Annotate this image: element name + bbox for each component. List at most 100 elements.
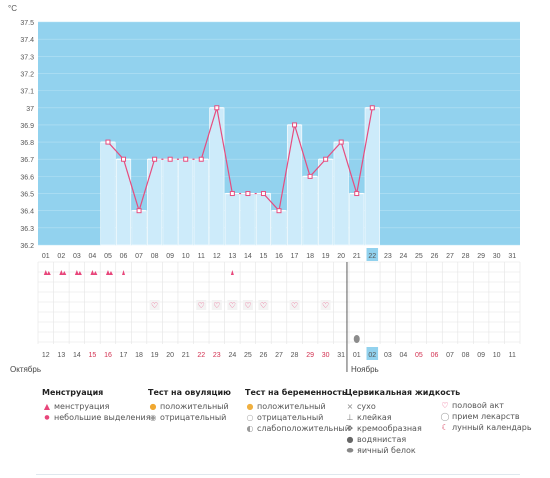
legend-item-medication: ◯ прием лекарств <box>440 411 532 422</box>
day-label: 21 <box>353 253 361 260</box>
legend-item-egg-white: ⬬ яичный белок <box>345 445 460 456</box>
small-discharge-icon <box>230 270 234 275</box>
day-label: 01 <box>42 253 50 260</box>
temperature-point <box>245 191 251 197</box>
calendar-date-label: 22 <box>197 352 205 359</box>
legend-label: лунный календарь <box>452 423 532 432</box>
temperature-bar <box>240 193 256 246</box>
legend-label: положительный <box>160 402 229 411</box>
creamy-icon: ❖ <box>346 424 354 433</box>
day-label: 26 <box>431 253 439 260</box>
temperature-point <box>214 105 220 111</box>
intercourse-cell <box>211 300 222 310</box>
calendar-date-label: 05 <box>415 352 423 359</box>
small-discharge-icon <box>122 270 126 275</box>
day-label: 04 <box>89 253 97 260</box>
y-tick-label: 37.5 <box>20 20 34 27</box>
calendar-date-label: 30 <box>322 352 330 359</box>
heart-icon: ♡ <box>213 301 220 310</box>
calendar-date-label: 01 <box>353 352 361 359</box>
y-tick-label: 36.3 <box>20 226 34 233</box>
legend-label: половой акт <box>452 401 504 410</box>
temperature-bar <box>193 158 209 246</box>
moon-icon: ☾ <box>441 423 449 432</box>
temperature-bar <box>131 210 147 246</box>
calendar-date-label: 24 <box>228 352 236 359</box>
menstruation-drop-icon <box>74 270 79 275</box>
day-label: 13 <box>228 253 236 260</box>
calendar-date-label: 17 <box>120 352 128 359</box>
temperature-bar <box>349 193 365 246</box>
legend-cervical-title: Цервикальная жидкость <box>345 388 461 397</box>
day-label: 09 <box>166 253 174 260</box>
intercourse-cell <box>149 300 160 310</box>
sticky-icon: ⊥ <box>346 413 354 422</box>
y-tick-label: 36.9 <box>20 123 34 130</box>
temperature-bar <box>364 107 380 246</box>
day-label: 06 <box>120 253 128 260</box>
calendar-date-label: 15 <box>89 352 97 359</box>
calendar-date-label: 16 <box>104 352 112 359</box>
calendar-date-label: 26 <box>260 352 268 359</box>
month-label-left: Октябрь <box>10 365 41 374</box>
day-label: 23 <box>384 253 392 260</box>
temperature-point <box>183 156 189 162</box>
footer-divider <box>36 474 520 475</box>
temperature-point <box>105 139 111 145</box>
y-tick-label: 37.1 <box>20 89 34 96</box>
legend-ovulation: Тест на овуляцию ● положительный ◉ отрицат… <box>148 388 231 423</box>
legend-menstruation-title: Менструация <box>42 388 104 397</box>
menstruation-drop-icon <box>93 271 98 275</box>
month-label-right: Ноябрь <box>351 365 379 374</box>
day-label: 02 <box>57 253 65 260</box>
legend-item-small-discharge: ● небольшие выделения <box>42 412 150 423</box>
legend-pregnancy-title: Тест на беременность <box>245 388 347 397</box>
temperature-point <box>292 122 298 128</box>
temperature-bar <box>115 158 132 246</box>
menstruation-drop-icon <box>77 271 82 275</box>
calendar-date-label: 20 <box>166 352 174 359</box>
menstruation-drop-icon <box>43 270 48 275</box>
calendar-date-label: 10 <box>493 352 501 359</box>
calendar-date-label: 06 <box>431 352 439 359</box>
day-label: 27 <box>446 253 454 260</box>
day-label: 05 <box>104 253 112 260</box>
watery-icon: ● <box>346 435 354 444</box>
temperature-point <box>136 208 142 214</box>
calendar-date-label: 31 <box>337 352 345 359</box>
heart-icon: ♡ <box>291 301 298 310</box>
legend-item-pregnancy-positive: ● положительный <box>245 401 350 412</box>
temperature-bar <box>178 158 194 246</box>
intercourse-cell <box>242 300 253 310</box>
legend-label: менструация <box>54 402 110 411</box>
legend-item-pregnancy-negative: ○ отрицательный <box>245 412 350 423</box>
legend-label: яичный белок <box>357 446 416 455</box>
calendar-date-label: 21 <box>182 352 190 359</box>
calendar-date-label: 29 <box>306 352 314 359</box>
pill-icon: ◯ <box>440 412 450 421</box>
temperature-point <box>338 139 344 145</box>
heart-icon: ♡ <box>441 401 449 410</box>
drop-icon: ▲ <box>43 402 51 411</box>
intercourse-cell <box>227 300 238 310</box>
day-label: 24 <box>399 253 407 260</box>
heart-icon: ♡ <box>322 301 329 310</box>
menstruation-drop-icon <box>108 271 113 275</box>
heart-icon: ♡ <box>260 301 267 310</box>
legend-other: ♡ половой акт ◯ прием лекарств ☾ лунный кал… <box>440 400 532 433</box>
legend-item-ovulation-negative: ◉ отрицательный <box>148 412 231 423</box>
intercourse-cell <box>258 300 269 310</box>
day-label: 10 <box>182 253 190 260</box>
calendar-date-label: 18 <box>135 352 143 359</box>
temperature-point <box>260 191 266 197</box>
legend-item-moon: ☾ лунный календарь <box>440 422 532 433</box>
legend-item-intercourse: ♡ половой акт <box>440 400 532 411</box>
y-unit-label: °C <box>8 4 17 13</box>
test-negative-icon: ○ <box>246 413 254 422</box>
day-label: 15 <box>260 253 268 260</box>
egg-white-icon <box>353 335 360 343</box>
intercourse-cell <box>196 300 207 310</box>
legend-label: водянистая <box>357 435 407 444</box>
temperature-point <box>229 191 235 197</box>
day-label: 16 <box>275 253 283 260</box>
